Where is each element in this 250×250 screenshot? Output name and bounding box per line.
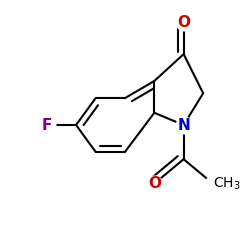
Text: N: N [177, 118, 190, 132]
Text: O: O [148, 176, 161, 191]
Text: O: O [177, 15, 190, 30]
Text: F: F [42, 118, 52, 132]
Text: CH$_3$: CH$_3$ [213, 176, 240, 192]
